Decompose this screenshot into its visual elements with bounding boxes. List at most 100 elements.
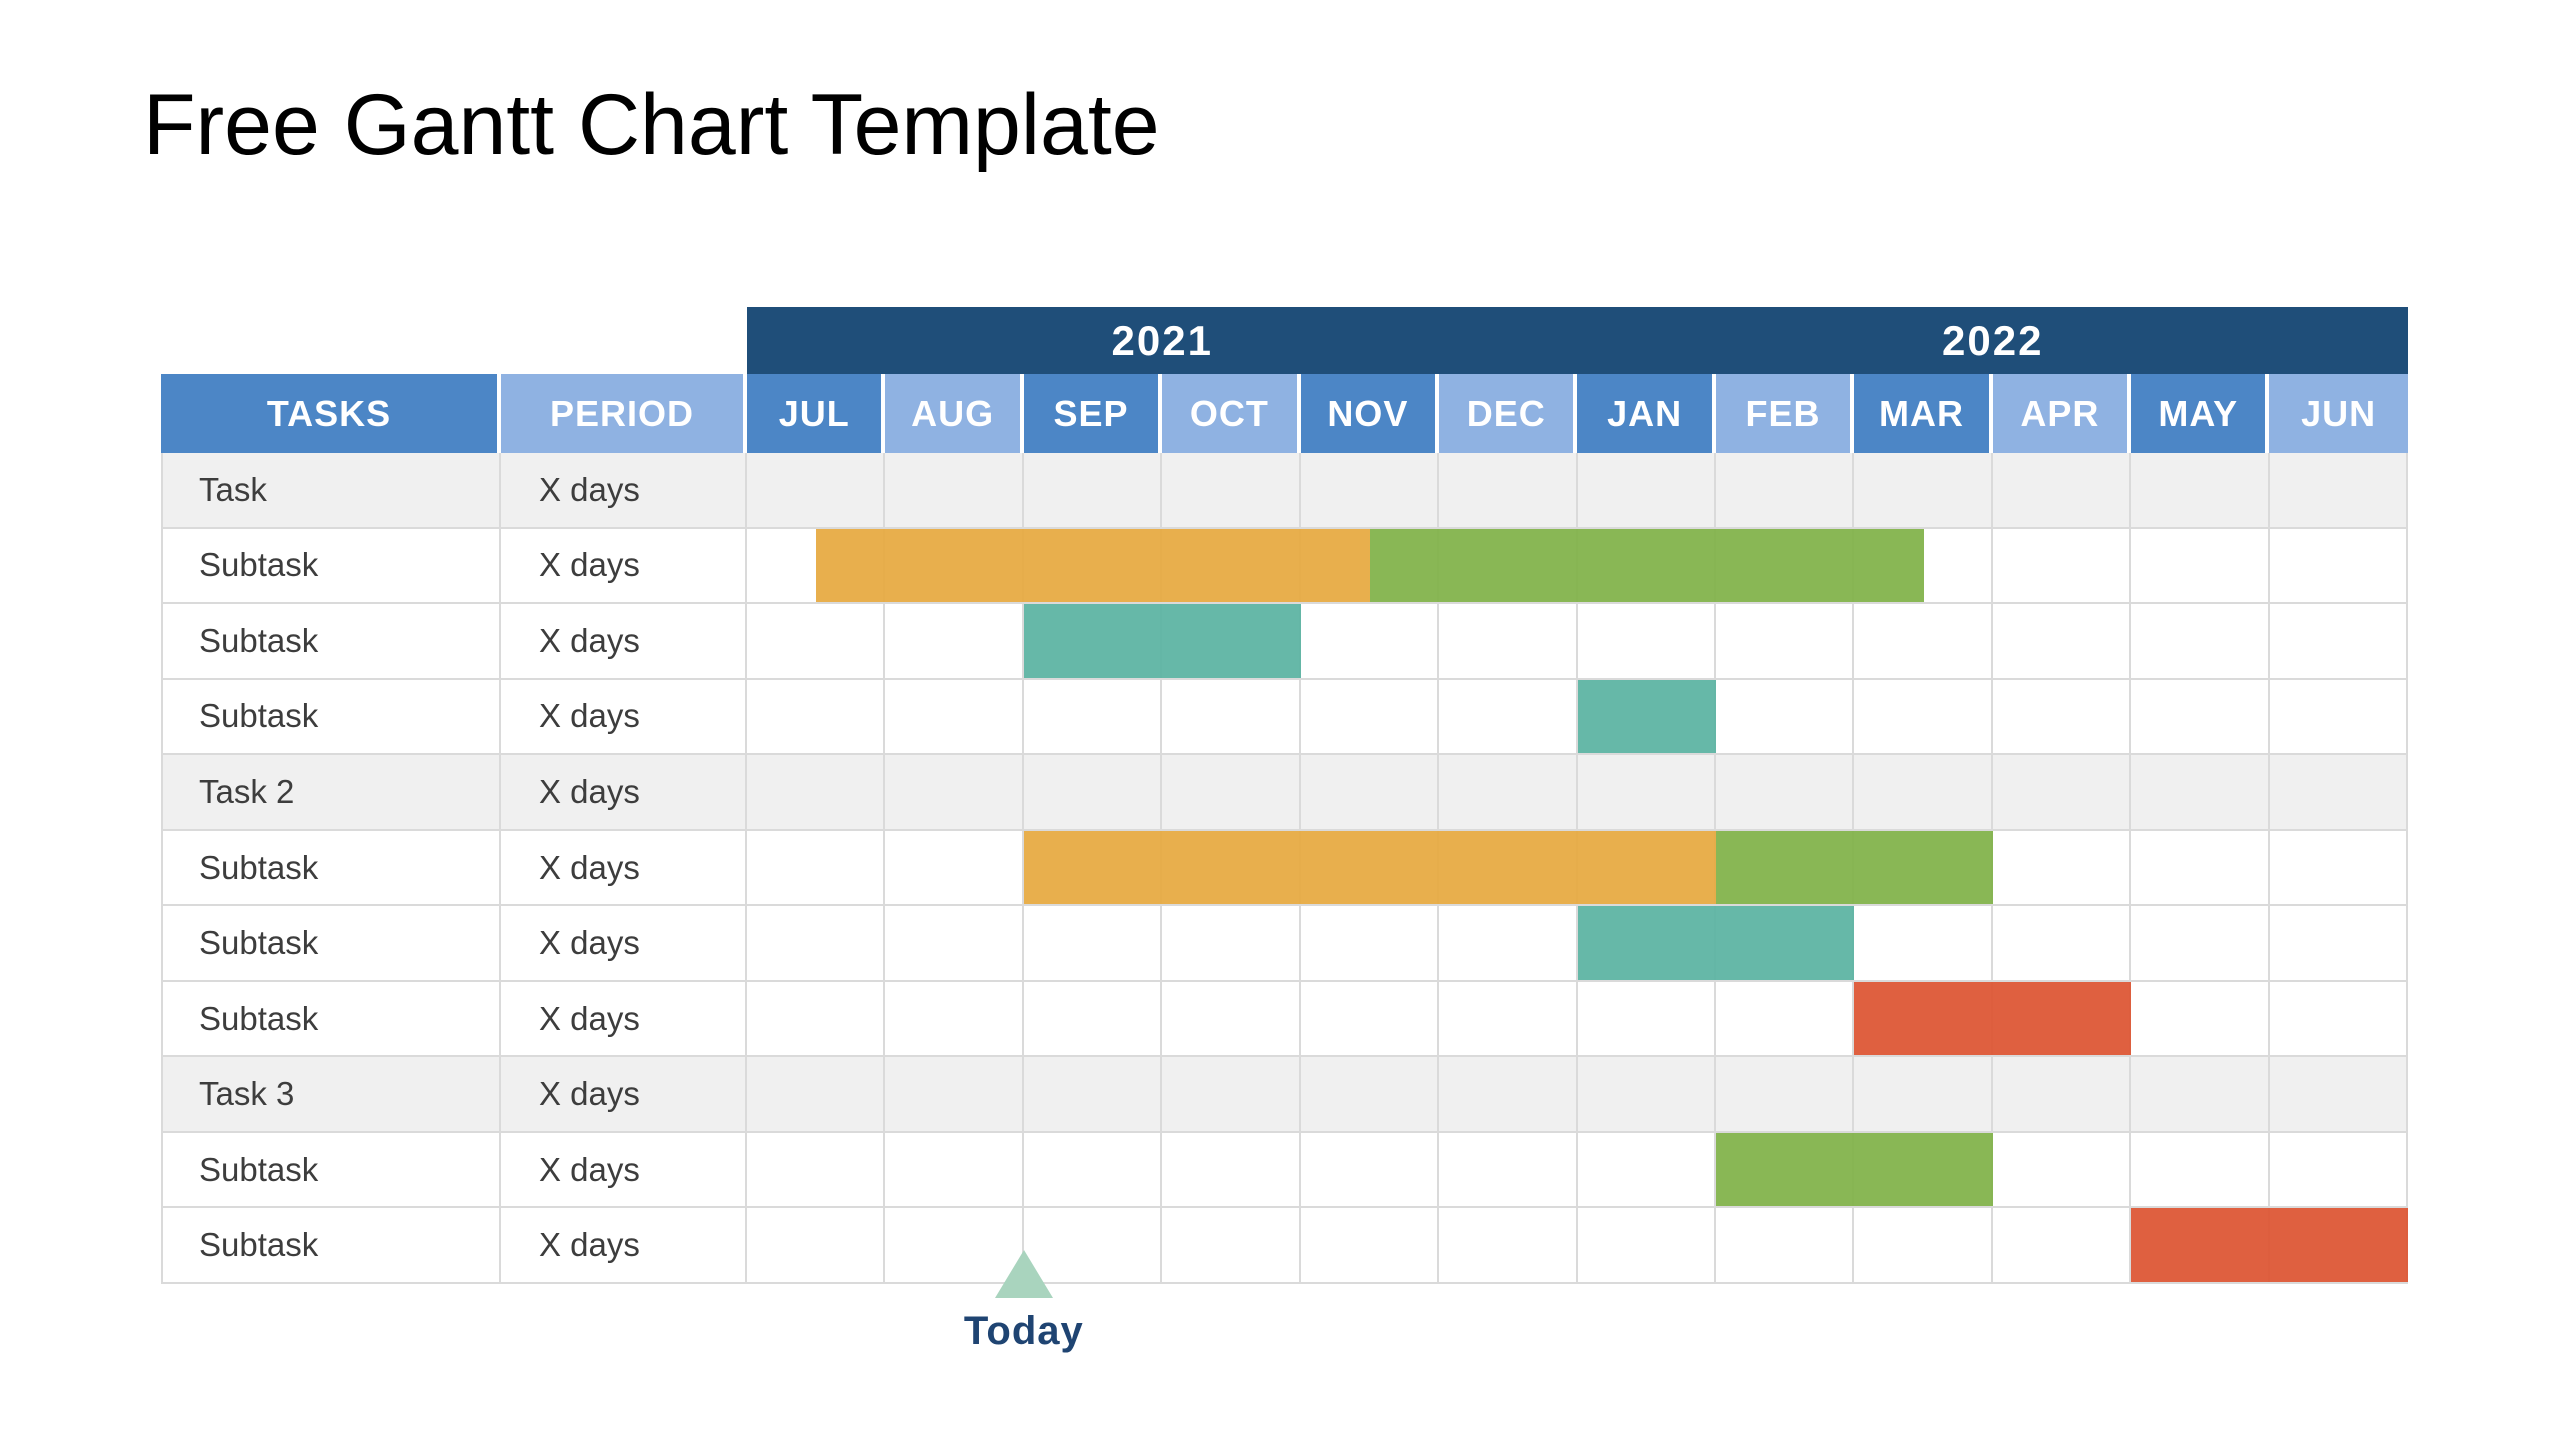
timeline-cell: [1301, 906, 1440, 980]
today-marker-triangle: [994, 1250, 1053, 1298]
timeline-cell: [1578, 453, 1716, 527]
timeline-cell: [2131, 981, 2270, 1056]
month-header-apr: APR: [1992, 374, 2132, 453]
task-label: Subtask: [163, 981, 501, 1056]
timeline-cell: [1024, 755, 1163, 829]
timeline-cell: [2270, 679, 2409, 754]
timeline-cell: [2270, 604, 2409, 678]
timeline-cells: [747, 830, 2409, 905]
timeline-cell: [1716, 453, 1855, 527]
period-label: X days: [501, 830, 747, 905]
year-band: 2021 2022: [747, 307, 2408, 374]
year-header-spacer: [161, 307, 747, 374]
month-header-mar: MAR: [1854, 374, 1993, 453]
timeline-cell: [1578, 755, 1716, 829]
timeline-cell: [2131, 1132, 2270, 1207]
month-header-dec: DEC: [1439, 374, 1578, 453]
timeline-cell: [1162, 679, 1301, 754]
timeline-cell: [1716, 604, 1855, 678]
timeline-cell: [1854, 906, 1993, 980]
period-label: X days: [501, 1132, 747, 1207]
subtask-row-3: Subtask X days: [161, 679, 2409, 756]
today-label: Today: [963, 1309, 1084, 1353]
timeline-cell: [747, 1208, 886, 1283]
timeline-cell: [1993, 1057, 2132, 1131]
subtask-row-9: Subtask X days: [161, 1132, 2409, 1209]
timeline-cell: [2131, 1057, 2270, 1131]
timeline-cell: [747, 755, 886, 829]
period-label: X days: [501, 528, 747, 603]
timeline-cell: [1993, 755, 2132, 829]
timeline-cells: [747, 1208, 2409, 1283]
timeline-cell: [747, 1132, 886, 1207]
timeline-cell: [2131, 604, 2270, 678]
gantt-bar-orange: [816, 528, 1370, 603]
timeline-cell: [2270, 755, 2409, 829]
period-label: X days: [501, 1208, 747, 1283]
timeline-cell: [1024, 1057, 1163, 1131]
period-label: X days: [501, 906, 747, 980]
column-header-row: TASKS PERIOD JUL AUG SEP OCT NOV DEC JAN FEB MAR…: [161, 374, 2408, 453]
timeline-cells: [747, 1132, 2409, 1207]
period-column-header: PERIOD: [501, 374, 747, 453]
timeline-cell: [1578, 604, 1716, 678]
period-label: X days: [501, 1057, 747, 1131]
month-header-oct: OCT: [1162, 374, 1301, 453]
timeline-cell: [1301, 679, 1440, 754]
subtask-row-1: Subtask X days: [161, 528, 2409, 605]
timeline-cell: [1993, 453, 2132, 527]
timeline-cell: [1439, 981, 1578, 1056]
timeline-cell: [1854, 604, 1993, 678]
timeline-cell: [1024, 1132, 1163, 1207]
gantt-bar-orange: [1023, 830, 1716, 905]
timeline-cell: [1301, 604, 1440, 678]
timeline-cell: [885, 755, 1024, 829]
task-label: Task 2: [163, 755, 501, 829]
month-header-may: MAY: [2131, 374, 2270, 453]
timeline-cell: [1578, 1057, 1716, 1131]
timeline-cell: [1993, 679, 2132, 754]
timeline-cell: [1993, 830, 2132, 905]
tasks-column-header: TASKS: [161, 374, 501, 453]
gantt-bar-teal: [1023, 604, 1301, 678]
timeline-cell: [885, 981, 1024, 1056]
timeline-cell: [1024, 906, 1163, 980]
month-header-nov: NOV: [1300, 374, 1440, 453]
timeline-cell: [1854, 1057, 1993, 1131]
timeline-cell: [1301, 453, 1440, 527]
timeline-cell: [1024, 453, 1163, 527]
timeline-cell: [1162, 755, 1301, 829]
timeline-cell: [1301, 1057, 1440, 1131]
timeline-cell: [885, 679, 1024, 754]
timeline-cells: [747, 1057, 2409, 1131]
timeline-cell: [1439, 679, 1578, 754]
timeline-cell: [747, 1057, 886, 1131]
subtask-row-6: Subtask X days: [161, 906, 2409, 982]
task-label: Subtask: [163, 604, 501, 678]
timeline-cells: [747, 755, 2409, 829]
timeline-cells: [747, 981, 2409, 1056]
timeline-cell: [1301, 1132, 1440, 1207]
timeline-cell: [2131, 830, 2270, 905]
period-label: X days: [501, 981, 747, 1056]
timeline-cell: [1162, 981, 1301, 1056]
month-header-jul: JUL: [747, 374, 886, 453]
timeline-cell: [2270, 528, 2409, 603]
month-header-sep: SEP: [1023, 374, 1163, 453]
timeline-cell: [1024, 1208, 1163, 1283]
timeline-cell: [1993, 604, 2132, 678]
timeline-cells: [747, 604, 2409, 678]
timeline-cell: [1854, 453, 1993, 527]
timeline-cell: [1716, 1057, 1855, 1131]
timeline-cell: [747, 830, 886, 905]
timeline-cell: [1162, 1057, 1301, 1131]
timeline-cell: [1439, 755, 1578, 829]
month-header-jun: JUN: [2269, 374, 2408, 453]
gantt-bar-teal: [1577, 679, 1716, 754]
timeline-cell: [747, 604, 886, 678]
task-label: Task: [163, 453, 501, 527]
period-label: X days: [501, 604, 747, 678]
timeline-cell: [2131, 528, 2270, 603]
timeline-cell: [1716, 679, 1855, 754]
